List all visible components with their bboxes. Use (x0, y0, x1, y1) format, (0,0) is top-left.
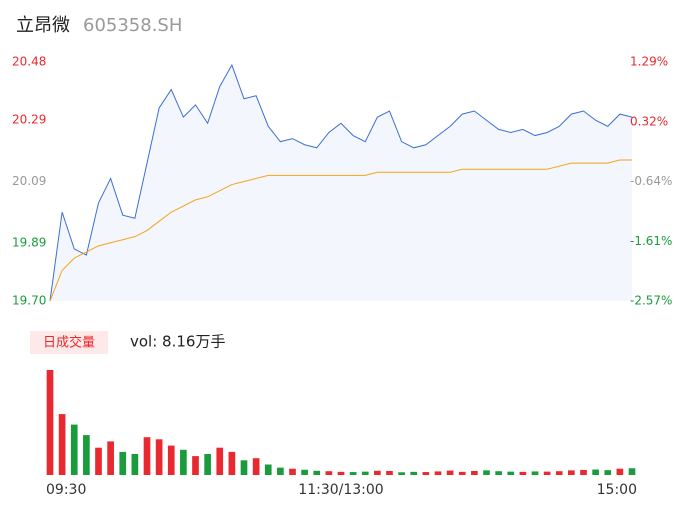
volume-bar (471, 471, 478, 475)
volume-bar (240, 460, 248, 475)
volume-bar (264, 464, 272, 475)
stock-code: 605358.SH (83, 15, 182, 36)
volume-bar (167, 445, 175, 475)
volume-bar (555, 471, 563, 475)
price-area (50, 65, 632, 301)
volume-bar (592, 469, 599, 475)
volume-bar (119, 451, 127, 475)
volume-bar (628, 468, 636, 475)
volume-bar (349, 472, 357, 475)
volume-bar (95, 447, 102, 475)
volume-bar (422, 472, 430, 475)
y2-tick-label: -1.61% (630, 234, 672, 248)
volume-bar (507, 471, 515, 475)
volume-bar (277, 467, 284, 475)
y-tick-label: 19.89 (12, 235, 46, 249)
volume-bar (495, 471, 502, 475)
volume-bar (107, 441, 114, 475)
volume-bar (228, 451, 236, 475)
y-tick-label: 20.48 (12, 55, 46, 69)
volume-bar (519, 471, 527, 475)
volume-bar (301, 469, 308, 475)
volume-bar (543, 471, 551, 475)
volume-bar (580, 469, 587, 475)
volume-bar (483, 470, 490, 475)
volume-bar (361, 471, 369, 475)
volume-bar (568, 470, 575, 475)
volume-bar (131, 454, 139, 475)
volume-bar (325, 471, 333, 475)
y2-tick-label: 0.32% (630, 115, 668, 129)
stock-name: 立昂微 (16, 15, 70, 36)
volume-bar (58, 414, 66, 475)
volume-bar (337, 471, 345, 475)
volume-bar (458, 471, 466, 475)
volume-bar (446, 470, 454, 475)
x-tick-label: 15:00 (597, 482, 637, 498)
volume-bar (143, 437, 151, 475)
volume-tab[interactable] (30, 331, 108, 354)
price-line (49, 63, 633, 302)
y-tick-label: 20.09 (12, 174, 46, 188)
volume-bar (374, 470, 381, 475)
y2-tick-label: -2.57% (630, 294, 672, 308)
volume-bar (410, 471, 418, 475)
average-line (49, 159, 632, 302)
volume-bar (313, 470, 321, 475)
y-tick-label: 20.29 (12, 113, 46, 127)
volume-summary: vol: 8.16万手 (130, 333, 225, 351)
y2-tick-label: 1.29% (630, 55, 668, 69)
x-tick-label: 09:30 (46, 482, 86, 498)
volume-bar (604, 470, 612, 475)
volume-bar (616, 468, 624, 475)
volume-bar (83, 435, 90, 475)
y-tick-label: 19.70 (12, 294, 46, 308)
volume-bar (155, 439, 163, 475)
volume-bar (46, 370, 54, 475)
volume-bar (386, 471, 393, 475)
volume-bar (180, 449, 187, 475)
volume-bar (434, 471, 442, 475)
volume-bar (192, 456, 199, 475)
y2-tick-label: -0.64% (630, 174, 672, 188)
volume-bar (531, 471, 539, 475)
volume-bar (70, 424, 78, 475)
x-tick-label: 11:30/13:00 (298, 482, 383, 498)
volume-bar (204, 454, 211, 475)
volume-bar (398, 472, 405, 475)
volume-bar (252, 458, 260, 475)
volume-bar (216, 447, 224, 475)
volume-tab-label[interactable]: 日成交量 (43, 335, 95, 351)
volume-bar (289, 468, 296, 475)
